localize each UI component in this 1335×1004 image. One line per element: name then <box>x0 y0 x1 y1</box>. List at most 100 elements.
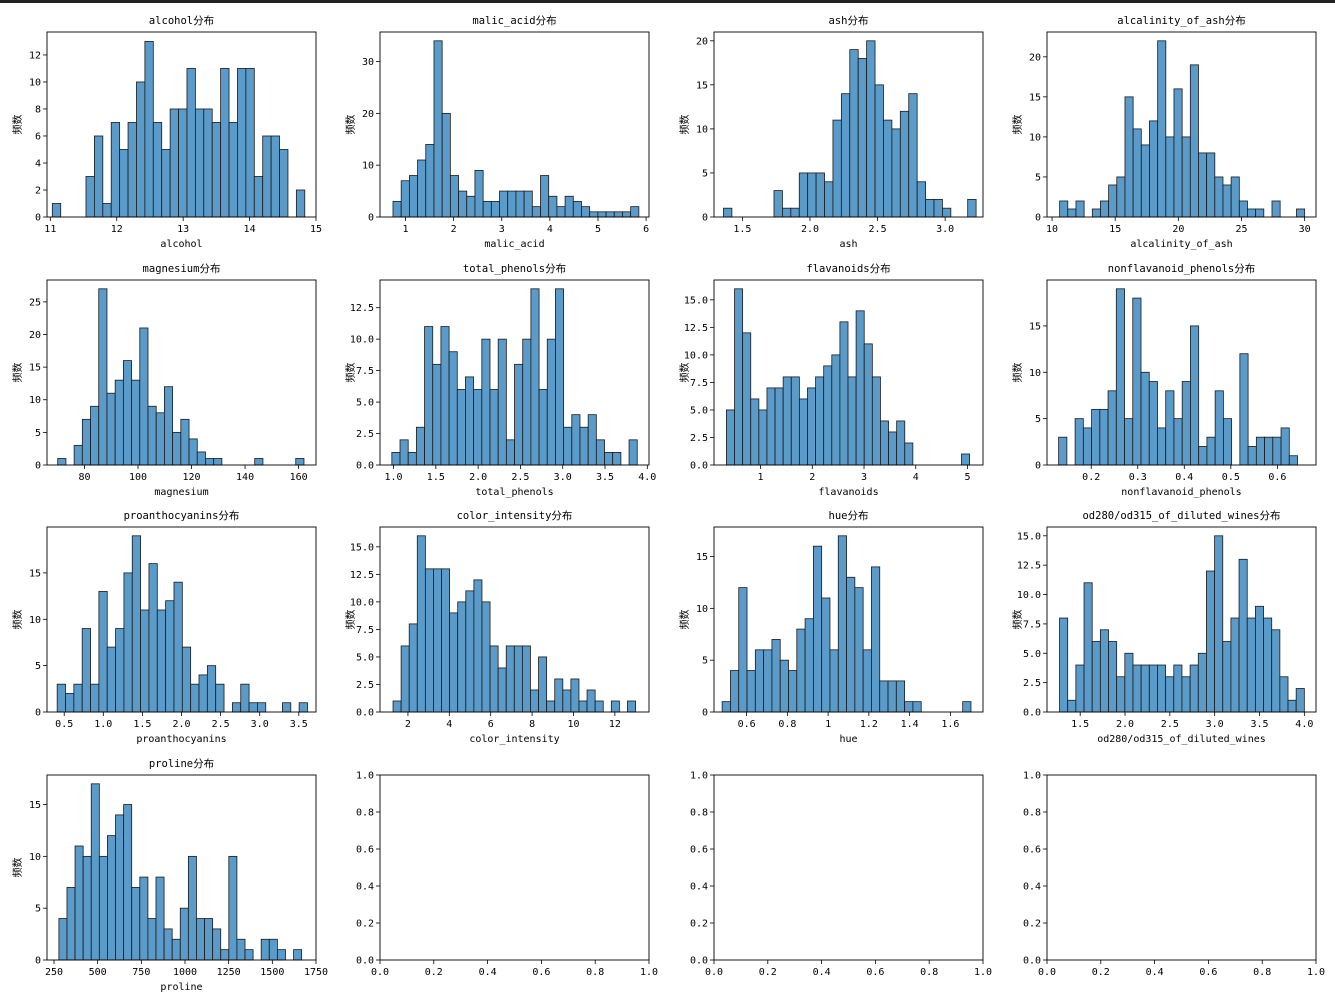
histogram-bar <box>538 389 548 466</box>
histogram-bar <box>298 702 308 713</box>
histogram-bar <box>196 918 205 961</box>
y-tick-label: 0.6 <box>690 845 708 856</box>
histogram-bar <box>1173 418 1183 466</box>
x-tick-label: 3.0 <box>936 224 954 235</box>
histogram-bar <box>1222 641 1232 713</box>
histogram-bar <box>490 201 500 218</box>
x-tick-label: 11 <box>44 224 56 235</box>
histogram-bar <box>895 680 906 713</box>
histogram-bar <box>433 568 442 713</box>
histogram-bar <box>1246 617 1256 713</box>
histogram-bar <box>1197 652 1207 713</box>
histogram-bar <box>456 389 466 466</box>
y-tick-label: 5 <box>1035 414 1041 425</box>
subplot-title: color_intensity分布 <box>457 510 573 522</box>
histogram-bar <box>81 628 91 713</box>
histogram-bar <box>1279 676 1289 713</box>
y-tick-label: 5 <box>35 904 41 915</box>
histogram-bar <box>165 600 175 713</box>
x-tick-label: 2.0 <box>801 224 819 235</box>
subplot-title: nonflavanoid_phenols分布 <box>1108 263 1255 275</box>
histogram-bar <box>1067 699 1077 713</box>
y-tick-label: 5.0 <box>690 405 708 416</box>
histogram-bar <box>408 623 418 713</box>
histogram-bar <box>58 918 68 961</box>
x-tick-label: 0.5 <box>55 719 73 730</box>
y-tick-label: 12.5 <box>684 323 708 334</box>
y-tick-label: 5.0 <box>356 398 374 409</box>
y-tick-label: 20 <box>29 330 41 341</box>
histogram-bar <box>391 452 401 466</box>
histogram-bar <box>742 332 752 466</box>
histogram-bar <box>821 597 831 713</box>
y-tick-label: 0.0 <box>356 708 374 719</box>
y-tick-label: 10.0 <box>684 350 708 361</box>
histogram-bar <box>51 203 62 218</box>
histogram-bar <box>123 572 133 713</box>
histogram-bar <box>570 678 580 713</box>
axes-frame <box>46 279 317 466</box>
histogram-bar <box>1214 390 1224 466</box>
histogram-bar <box>1247 208 1257 218</box>
histogram-bar <box>1189 664 1199 713</box>
histogram-bar <box>1222 418 1233 466</box>
x-tick-label: 12 <box>609 719 621 730</box>
x-tick-label: 2.5 <box>212 719 230 730</box>
y-tick-label: 20 <box>696 36 708 47</box>
histogram-bar <box>1230 176 1240 218</box>
histogram-bar <box>240 683 250 713</box>
histogram-bar <box>144 41 154 218</box>
histogram-bar <box>282 702 292 713</box>
x-tick-label: 4.0 <box>1295 719 1313 730</box>
histogram-bar <box>213 458 223 466</box>
histogram-bar <box>1157 40 1167 218</box>
histogram-bar <box>457 601 467 713</box>
histogram-bar <box>276 949 286 961</box>
y-axis-label: 频数 <box>344 115 357 135</box>
histogram-bar <box>499 190 509 218</box>
x-tick-label: 120 <box>183 472 201 483</box>
axes-frame <box>379 526 650 713</box>
y-tick-label: 0.2 <box>690 919 708 930</box>
histogram-bar <box>432 363 442 466</box>
histogram-bar <box>93 135 104 218</box>
histogram-bar <box>295 458 305 466</box>
x-tick-label: 2.0 <box>469 472 487 483</box>
histogram-bar <box>798 172 809 218</box>
histogram-bar <box>507 190 517 218</box>
histogram-bar <box>589 211 599 218</box>
histogram-bar <box>204 918 214 961</box>
histogram-bar <box>257 702 267 713</box>
x-tick-label: 1000 <box>173 967 197 978</box>
histogram-bar <box>82 855 92 961</box>
histogram-bar <box>1280 427 1290 466</box>
histogram-bar <box>407 452 417 466</box>
histogram-bar <box>837 535 847 713</box>
x-tick-label: 0.8 <box>1253 967 1271 978</box>
histogram-bar <box>1288 455 1298 466</box>
y-tick-label: 10.0 <box>350 335 374 346</box>
histogram-bar <box>1181 676 1191 713</box>
subplot-title: proanthocyanins分布 <box>124 510 240 522</box>
y-tick-label: 12.5 <box>350 570 374 581</box>
x-tick-label: 100 <box>129 472 147 483</box>
x-tick-label: 1.0 <box>1307 967 1325 978</box>
histogram-bar <box>155 876 165 961</box>
x-axis-label: nonflavanoid_phenols <box>1121 487 1241 498</box>
x-tick-label: 25 <box>1235 224 1247 235</box>
histogram-bar <box>65 693 75 713</box>
x-tick-label: 1 <box>402 224 408 235</box>
y-tick-label: 0 <box>1035 213 1041 224</box>
histogram-bar <box>1181 381 1191 466</box>
histogram-bar <box>1230 617 1240 713</box>
histogram-bar <box>155 412 165 466</box>
histogram-bar <box>908 93 918 218</box>
histogram-bar <box>122 360 132 466</box>
y-tick-label: 1.0 <box>690 771 708 782</box>
x-tick-label: 20 <box>1172 224 1184 235</box>
y-tick-label: 5 <box>702 168 708 179</box>
histogram-bar <box>1140 664 1150 713</box>
histogram-bar <box>967 198 977 218</box>
x-axis-label: magnesium <box>154 487 208 498</box>
histogram-bar <box>127 122 137 218</box>
